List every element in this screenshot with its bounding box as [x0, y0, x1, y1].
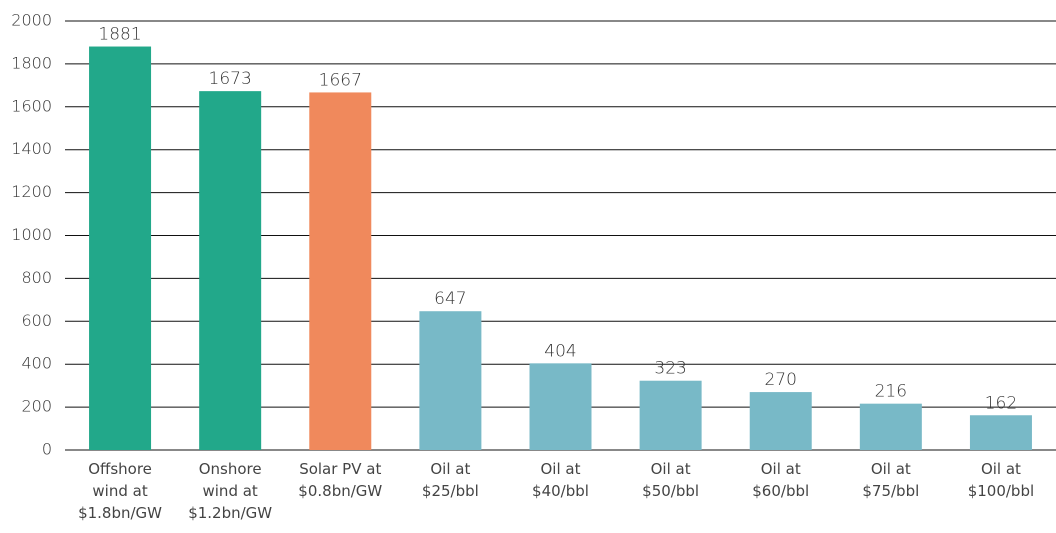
bar	[859, 403, 922, 450]
data-label: 647	[434, 289, 466, 309]
bar	[639, 380, 702, 450]
bar	[969, 415, 1032, 450]
x-tick-label: Solar PV at $0.8bn/GW	[298, 460, 383, 500]
x-tick-label: Oil at $60/bbl	[752, 460, 810, 500]
y-tick-label: 800	[21, 268, 52, 287]
bar	[309, 92, 372, 450]
data-label: 404	[544, 341, 576, 361]
data-label: 323	[654, 359, 686, 379]
bar	[89, 46, 152, 450]
data-label: 1881	[98, 25, 141, 45]
y-tick-label: 1800	[11, 53, 52, 72]
y-tick-label: 1600	[11, 96, 52, 115]
x-tick-label: Offshore wind at $1.8bn/GW	[78, 460, 163, 522]
y-tick-label: 600	[21, 311, 52, 330]
x-tick-label: Onshore wind at $1.2bn/GW	[188, 460, 273, 522]
x-tick-label: Oil at $75/bbl	[862, 460, 920, 500]
x-tick-label: Oil at $40/bbl	[532, 460, 589, 500]
data-label: 1667	[319, 70, 362, 90]
data-label: 162	[985, 393, 1017, 413]
x-tick-label: Oil at $50/bbl	[642, 460, 700, 500]
data-label: 270	[764, 370, 796, 390]
y-tick-label: 1200	[11, 182, 52, 201]
x-tick-label: Oil at $25/bbl	[421, 460, 479, 500]
data-label: 1673	[209, 69, 252, 89]
bar	[529, 363, 592, 450]
y-tick-label: 2000	[11, 11, 52, 30]
bar	[199, 91, 262, 450]
y-tick-label: 200	[21, 397, 52, 416]
x-tick-label: Oil at $100/bbl	[967, 460, 1035, 500]
y-tick-label: 1400	[11, 139, 52, 158]
y-tick-label: 1000	[11, 225, 52, 244]
data-label: 216	[875, 382, 907, 402]
y-tick-label: 0	[42, 440, 52, 459]
bar	[419, 311, 482, 450]
y-tick-label: 400	[21, 354, 52, 373]
bar	[749, 392, 812, 450]
